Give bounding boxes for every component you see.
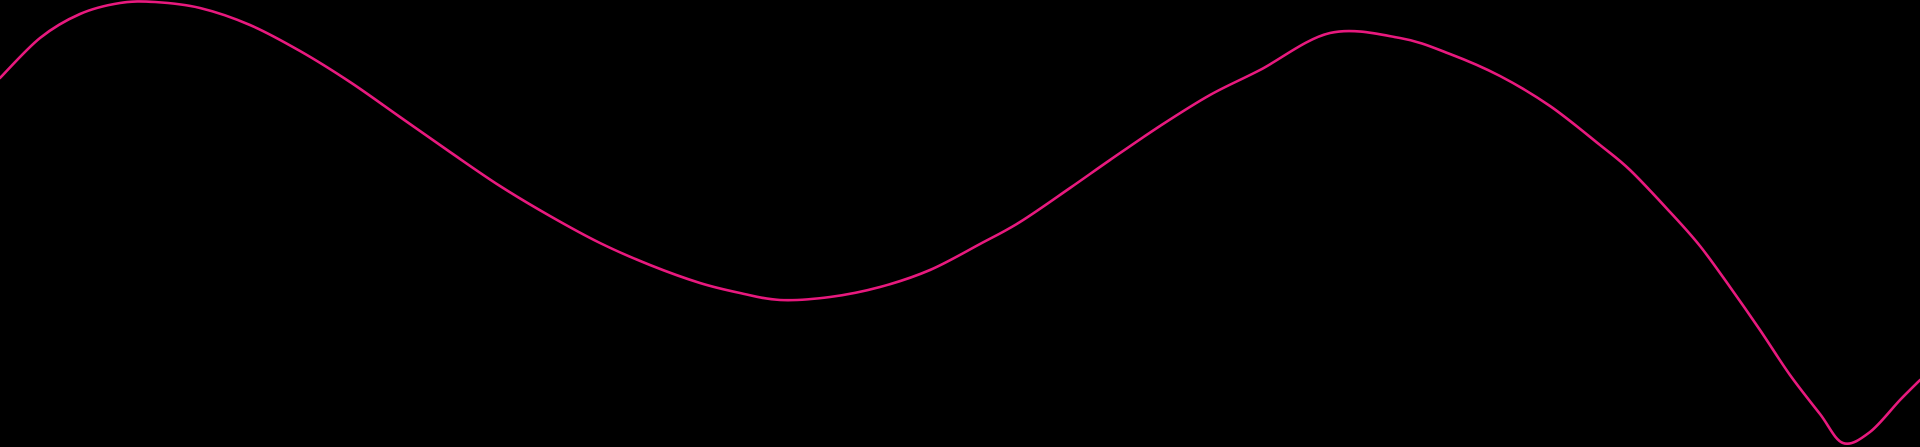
curve-chart-svg [0,0,1920,447]
curve-banner-canvas [0,0,1920,447]
chart-background [0,0,1920,447]
sine-curve-path [0,0,1920,445]
